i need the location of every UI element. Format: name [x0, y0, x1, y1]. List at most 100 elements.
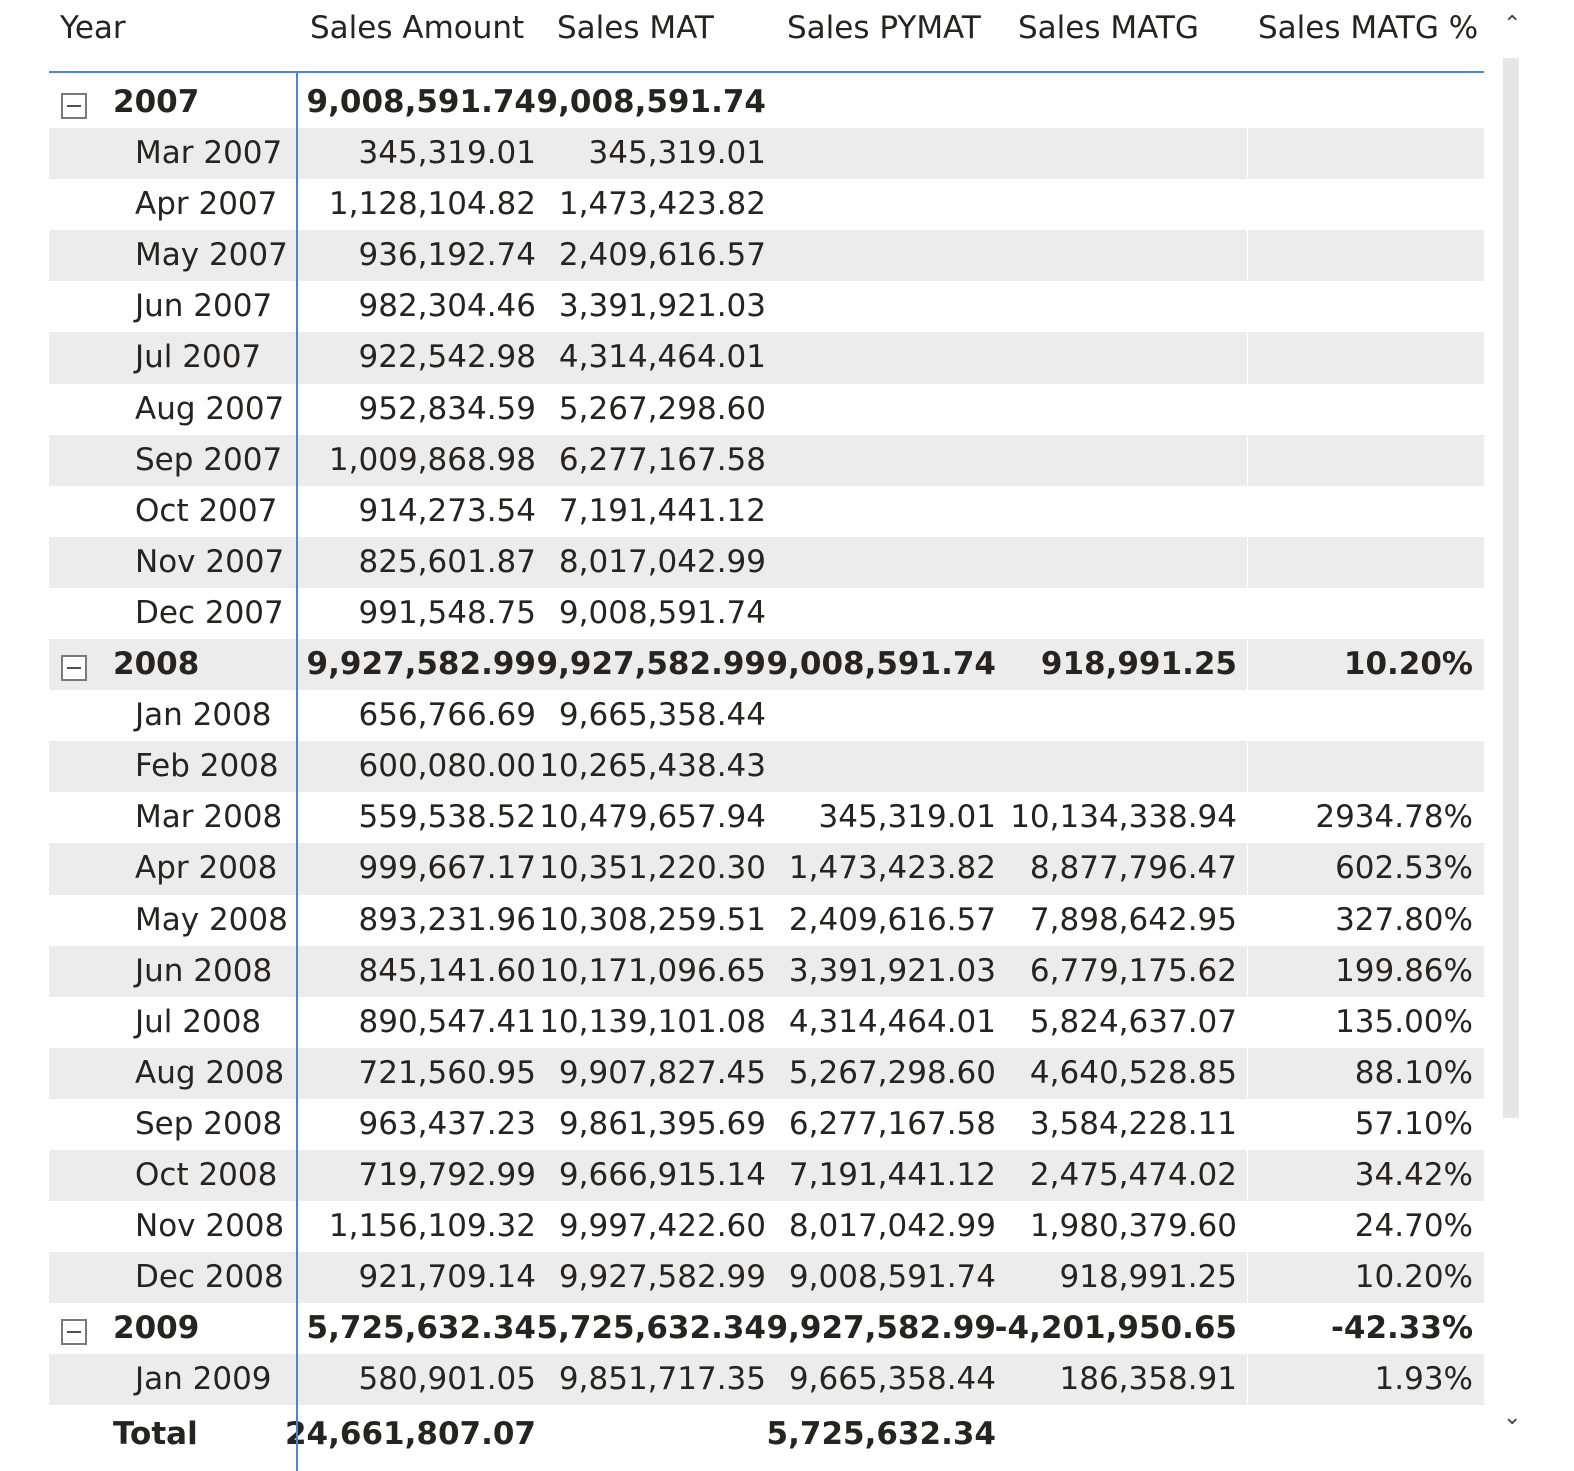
cell-sales-mat: 9,907,827.45	[558, 1054, 766, 1091]
cell-sales-amount: 963,437.23	[358, 1105, 537, 1142]
month-label[interactable]: May 2008	[135, 901, 288, 938]
cell-sales-amount: 721,560.95	[358, 1054, 537, 1091]
column-gridline	[1247, 383, 1248, 435]
cell-sales-mat: 9,665,358.44	[558, 697, 766, 734]
cell-sales-pymat: 3,391,921.03	[788, 952, 996, 989]
month-row: Nov 2008 1,156,109.32 9,997,422.60 8,017,04…	[49, 1201, 1484, 1253]
cell-sales-matg-percent: 2934.78%	[1315, 799, 1473, 836]
month-row: Feb 2008 600,080.00 10,265,438.43	[49, 741, 1484, 793]
month-row: Jun 2007 982,304.46 3,391,921.03	[49, 281, 1484, 333]
month-row: Jul 2008 890,547.41 10,139,101.08 4,314,464…	[49, 996, 1484, 1048]
month-label[interactable]: May 2007	[135, 237, 288, 274]
month-label[interactable]: Feb 2008	[135, 748, 279, 785]
month-row: Apr 2008 999,667.17 10,351,220.30 1,473,423…	[49, 843, 1484, 895]
cell-sales-amount: 999,667.17	[358, 850, 537, 887]
month-row: Dec 2008 921,709.14 9,927,582.99 9,008,591.…	[49, 1252, 1484, 1304]
cell-sales-pymat: 9,008,591.74	[766, 646, 996, 683]
year-label[interactable]: 2009	[113, 1310, 200, 1347]
month-label[interactable]: Apr 2008	[135, 850, 278, 887]
header-sales-pymat[interactable]: Sales PYMAT	[787, 10, 981, 46]
cell-sales-mat: 9,851,717.35	[558, 1361, 766, 1398]
column-gridline	[1247, 179, 1248, 231]
cell-sales-amount: 559,538.52	[358, 799, 537, 836]
cell-sales-matg: 6,779,175.62	[1029, 952, 1237, 989]
matrix-body: 2007 9,008,591.74 9,008,591.74 Mar 2007 345,…	[49, 77, 1484, 1465]
cell-sales-amount: 890,547.41	[358, 1003, 537, 1040]
cell-sales-matg: 2,475,474.02	[1029, 1156, 1237, 1193]
scroll-down-icon[interactable]: ⌄	[1503, 1405, 1522, 1430]
cell-sales-amount: 24,661,807.07	[284, 1416, 536, 1453]
month-label[interactable]: Jan 2009	[135, 1361, 272, 1398]
cell-sales-mat: 6,277,167.58	[558, 441, 766, 478]
month-label[interactable]: Oct 2007	[135, 492, 278, 529]
cell-sales-mat: 5,725,632.34	[536, 1310, 766, 1347]
column-gridline	[1247, 281, 1248, 333]
month-label[interactable]: Jul 2008	[135, 1003, 262, 1040]
cell-sales-mat: 2,409,616.57	[558, 237, 766, 274]
month-label[interactable]: Jun 2007	[135, 288, 273, 325]
cell-sales-matg-percent: 135.00%	[1335, 1003, 1473, 1040]
header-sales-matg[interactable]: Sales MATG	[1018, 10, 1199, 46]
header-year[interactable]: Year	[60, 10, 126, 46]
column-gridline	[1247, 536, 1248, 588]
total-row: Total 24,661,807.07 5,725,632.34	[49, 1405, 1484, 1465]
header-sales-mat[interactable]: Sales MAT	[557, 10, 714, 46]
cell-sales-mat: 9,997,422.60	[558, 1208, 766, 1245]
column-gridline	[1247, 434, 1248, 486]
cell-sales-pymat: 7,191,441.12	[788, 1156, 996, 1193]
header-sales-amount[interactable]: Sales Amount	[310, 10, 525, 46]
month-label[interactable]: Nov 2008	[135, 1208, 285, 1245]
month-label[interactable]: Dec 2008	[135, 1259, 284, 1296]
vertical-scrollbar[interactable]	[1503, 58, 1519, 1118]
month-label[interactable]: Apr 2007	[135, 186, 278, 223]
month-label[interactable]: Aug 2007	[135, 390, 285, 427]
month-label[interactable]: Oct 2008	[135, 1156, 278, 1193]
column-gridline	[1247, 843, 1248, 895]
collapse-minus-icon[interactable]	[61, 1319, 87, 1346]
month-label[interactable]: Sep 2008	[135, 1105, 283, 1142]
month-label[interactable]: Mar 2007	[135, 135, 283, 172]
month-row: May 2007 936,192.74 2,409,616.57	[49, 230, 1484, 282]
cell-sales-matg-percent: 199.86%	[1335, 952, 1473, 989]
cell-sales-amount: 921,709.14	[358, 1259, 537, 1296]
month-label[interactable]: Sep 2007	[135, 441, 283, 478]
cell-sales-pymat: 8,017,042.99	[788, 1208, 996, 1245]
month-label[interactable]: Jun 2008	[135, 952, 273, 989]
cell-sales-matg: 918,991.25	[1040, 646, 1237, 683]
column-gridline	[1247, 230, 1248, 282]
header-sales-matg-percent[interactable]: Sales MATG %	[1258, 10, 1479, 46]
collapse-minus-icon[interactable]	[61, 655, 87, 682]
column-gridline	[1247, 996, 1248, 1048]
month-label[interactable]: Dec 2007	[135, 594, 284, 631]
collapse-minus-icon[interactable]	[61, 93, 87, 119]
cell-sales-amount: 580,901.05	[358, 1361, 537, 1398]
cell-sales-pymat: 9,927,582.99	[766, 1310, 996, 1347]
year-label[interactable]: 2008	[113, 646, 200, 683]
cell-sales-pymat: 5,725,632.34	[766, 1416, 996, 1453]
cell-sales-mat: 8,017,042.99	[558, 543, 766, 580]
month-row: Oct 2007 914,273.54 7,191,441.12	[49, 485, 1484, 537]
month-label[interactable]: Jul 2007	[135, 339, 262, 376]
cell-sales-amount: 952,834.59	[358, 390, 537, 427]
column-gridline	[1247, 1149, 1248, 1202]
cell-sales-mat: 345,319.01	[588, 135, 767, 172]
month-label[interactable]: Aug 2008	[135, 1054, 285, 1091]
cell-sales-matg: 10,134,338.94	[1010, 799, 1237, 836]
column-gridline	[1247, 639, 1248, 691]
month-label[interactable]: Nov 2007	[135, 543, 285, 580]
cell-sales-amount: 914,273.54	[358, 492, 537, 529]
cell-sales-mat: 9,008,591.74	[536, 84, 766, 120]
month-row: Oct 2008 719,792.99 9,666,915.14 7,191,441.…	[49, 1149, 1484, 1202]
cell-sales-matg-percent: 57.10%	[1354, 1105, 1473, 1142]
cell-sales-mat: 10,265,438.43	[539, 748, 766, 785]
column-gridline	[1247, 1047, 1248, 1099]
month-row: May 2008 893,231.96 10,308,259.51 2,409,616…	[49, 894, 1484, 946]
column-gridline	[1247, 741, 1248, 793]
cell-sales-matg-percent: 24.70%	[1354, 1208, 1473, 1245]
year-label[interactable]: 2007	[113, 84, 200, 120]
month-label[interactable]: Jan 2008	[135, 697, 272, 734]
scroll-up-icon[interactable]: ⌃	[1503, 12, 1522, 37]
month-label[interactable]: Mar 2008	[135, 799, 283, 836]
cell-sales-amount: 345,319.01	[358, 135, 537, 172]
